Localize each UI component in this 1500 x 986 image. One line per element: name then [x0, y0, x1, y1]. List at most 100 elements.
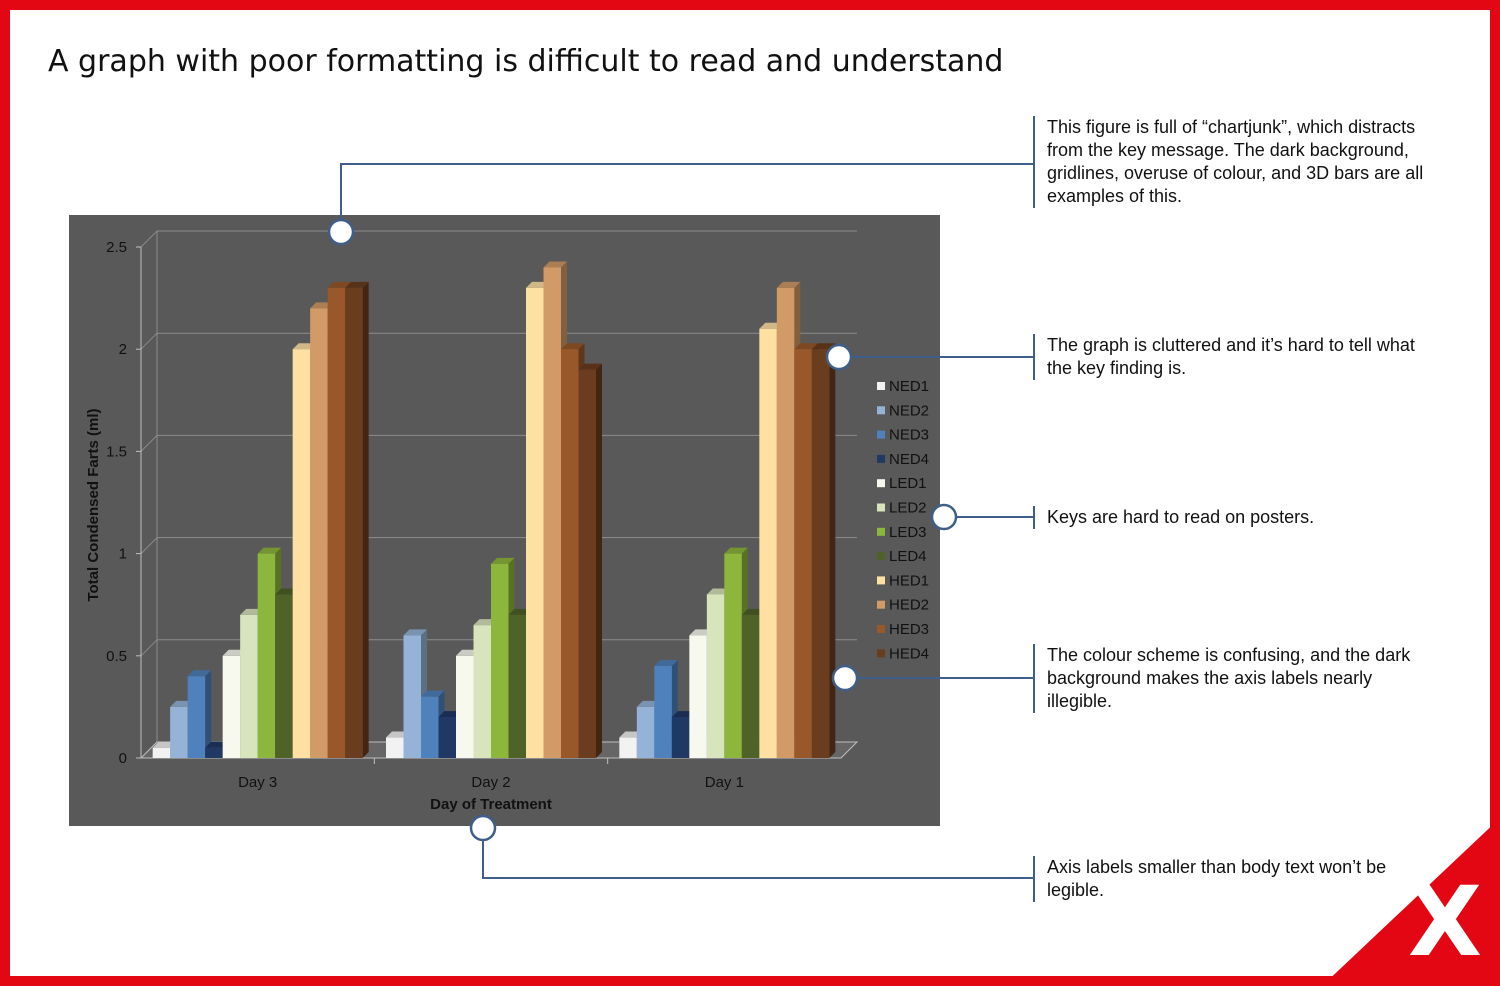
bar-top	[561, 343, 585, 350]
bar-top	[491, 557, 515, 564]
gridline-depth	[140, 332, 158, 350]
x-tick-label: Day 1	[705, 774, 744, 791]
x-tick-label: Day 3	[238, 774, 277, 791]
legend-swatch	[877, 479, 885, 488]
legend-swatch	[877, 406, 885, 415]
bar	[345, 287, 363, 758]
bar-top	[543, 261, 567, 268]
bar	[619, 737, 637, 758]
bar	[724, 553, 742, 758]
bar	[654, 666, 672, 758]
bar	[456, 655, 474, 758]
bar	[526, 287, 544, 758]
legend-swatch	[877, 382, 885, 390]
gridline-depth	[140, 639, 158, 657]
y-tick-label: 2	[119, 341, 127, 358]
bar	[292, 349, 311, 758]
legend-label: LED4	[889, 548, 927, 565]
legend-label: HED4	[889, 645, 929, 662]
bar-side	[829, 343, 836, 758]
y-tick-label: 0	[119, 750, 127, 767]
legend-swatch	[877, 527, 885, 536]
legend-swatch	[877, 600, 885, 609]
y-tick-label: 1.5	[106, 443, 127, 460]
y-tick-label: 0.5	[106, 648, 127, 665]
x-axis-title: Day of Treatment	[430, 796, 552, 813]
bar	[438, 717, 456, 758]
legend-swatch	[877, 454, 885, 463]
bar-top	[187, 670, 212, 677]
bar-top	[578, 363, 602, 370]
legend-label: NED2	[889, 402, 929, 419]
legend-swatch	[877, 576, 885, 585]
bar	[811, 349, 830, 758]
bar	[240, 614, 258, 758]
bar	[543, 267, 561, 758]
bad-example-x-icon: X	[1407, 866, 1482, 978]
bar-top	[654, 660, 678, 667]
x-tick-label: Day 2	[471, 774, 510, 791]
annotation-keys: Keys are hard to read on posters.	[1033, 506, 1427, 529]
bar-chart: 0 0.5 1 1.5 2 2.5 Day 3 Day 2 Day 1 Day of Treatm…	[85, 230, 929, 813]
legend-label: NED3	[889, 427, 929, 444]
gridline-depth	[140, 435, 158, 452]
annotation-chartjunk: This figure is full of “chartjunk”, whic…	[1033, 116, 1427, 208]
bar-top	[776, 281, 801, 288]
legend-swatch	[877, 649, 885, 658]
bar-top	[257, 547, 282, 554]
bar-top	[403, 629, 427, 636]
legend-swatch	[877, 552, 885, 561]
gridline-depth	[140, 537, 158, 554]
bar	[187, 676, 206, 758]
annotation-axis-labels: Axis labels smaller than body text won’t…	[1033, 856, 1427, 902]
bar	[275, 594, 293, 758]
bar	[222, 655, 241, 758]
legend-swatch	[877, 503, 885, 512]
annotation-colour-scheme: The colour scheme is confusing, and the …	[1033, 644, 1427, 713]
bar-top	[327, 281, 352, 288]
legend-swatch	[877, 430, 885, 439]
slide-title: A graph with poor formatting is difficul…	[48, 44, 1004, 79]
legend-label: NED1	[889, 378, 929, 395]
bar	[205, 747, 223, 758]
legend-label: NED4	[889, 451, 929, 468]
annotation-cluttered: The graph is cluttered and it’s hard to …	[1033, 334, 1427, 380]
y-tick-label: 2.5	[106, 239, 127, 256]
chart-container: 0 0.5 1 1.5 2 2.5 Day 3 Day 2 Day 1 Day of Treatm…	[69, 215, 940, 826]
gridline-depth	[140, 230, 158, 248]
legend-label: HED2	[889, 597, 929, 614]
legend-label: LED2	[889, 500, 927, 517]
bar	[152, 747, 171, 758]
legend-label: HED1	[889, 572, 929, 589]
bar-top	[794, 343, 818, 350]
legend-label: LED1	[889, 475, 927, 492]
legend-label: HED3	[889, 621, 929, 638]
bar	[671, 717, 690, 758]
bar	[403, 635, 421, 758]
bar	[741, 614, 760, 758]
y-tick-label: 1	[119, 546, 127, 563]
bar	[386, 737, 404, 758]
bar-side	[205, 670, 212, 758]
bar-side	[596, 363, 602, 758]
bar	[759, 328, 777, 758]
bar	[689, 635, 707, 758]
bar	[491, 563, 509, 758]
bar	[578, 369, 596, 758]
bar	[706, 594, 725, 758]
bar	[327, 287, 346, 758]
legend-label: LED3	[889, 524, 927, 541]
bar	[508, 614, 526, 758]
bar	[310, 308, 328, 758]
corner-triangle	[1322, 818, 1500, 986]
bar-top	[421, 690, 445, 697]
bar-side	[362, 281, 369, 758]
bar	[257, 553, 276, 758]
bar	[794, 349, 812, 758]
bar	[561, 349, 579, 758]
bar-top	[724, 547, 748, 554]
bar	[636, 706, 655, 758]
bar-top	[345, 281, 369, 288]
y-axis-title: Total Condensed Farts (ml)	[85, 408, 102, 601]
bar	[170, 706, 188, 758]
